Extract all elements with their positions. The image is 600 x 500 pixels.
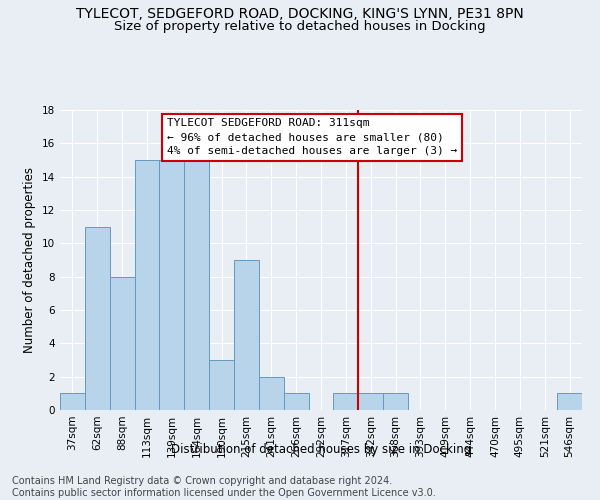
Bar	[259, 376, 284, 410]
Bar	[209, 360, 234, 410]
Text: TYLECOT, SEDGEFORD ROAD, DOCKING, KING'S LYNN, PE31 8PN: TYLECOT, SEDGEFORD ROAD, DOCKING, KING'S…	[76, 8, 524, 22]
Text: TYLECOT SEDGEFORD ROAD: 311sqm
← 96% of detached houses are smaller (80)
4% of s: TYLECOT SEDGEFORD ROAD: 311sqm ← 96% of …	[167, 118, 457, 156]
Bar	[60, 394, 85, 410]
Bar	[160, 160, 184, 410]
Bar	[85, 226, 110, 410]
Bar	[358, 394, 383, 410]
Bar	[383, 394, 408, 410]
Bar	[134, 160, 160, 410]
Text: Contains HM Land Registry data © Crown copyright and database right 2024.
Contai: Contains HM Land Registry data © Crown c…	[12, 476, 436, 498]
Bar	[284, 394, 308, 410]
Bar	[234, 260, 259, 410]
Bar	[334, 394, 358, 410]
Text: Distribution of detached houses by size in Docking: Distribution of detached houses by size …	[171, 442, 471, 456]
Bar	[184, 160, 209, 410]
Y-axis label: Number of detached properties: Number of detached properties	[23, 167, 37, 353]
Bar	[110, 276, 134, 410]
Text: Size of property relative to detached houses in Docking: Size of property relative to detached ho…	[114, 20, 486, 33]
Bar	[557, 394, 582, 410]
